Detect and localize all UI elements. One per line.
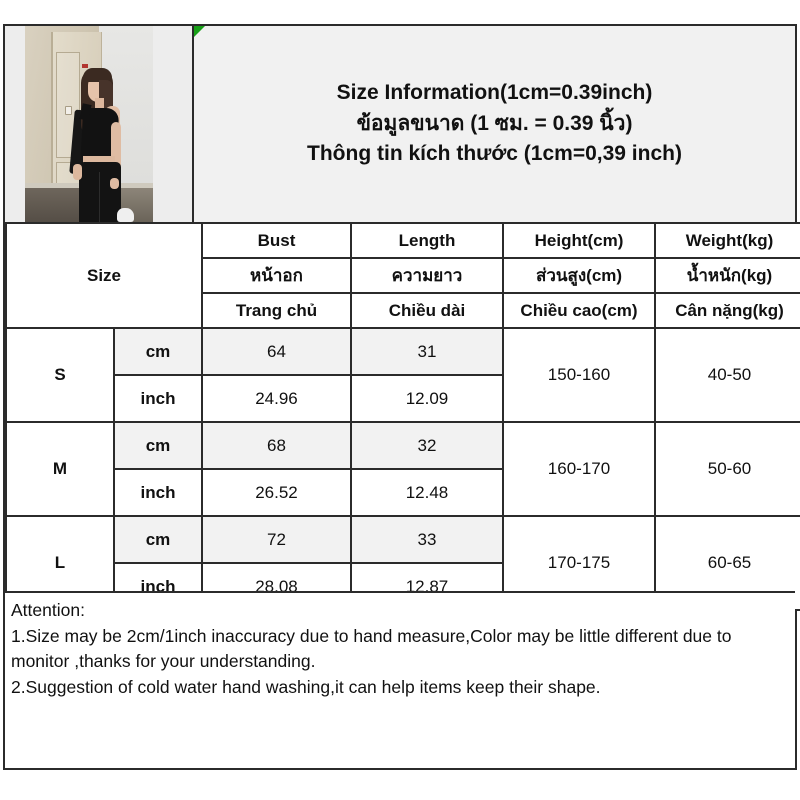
header-weight-th: น้ำหนัก(kg) (654, 257, 800, 294)
photo-model-left-hand (73, 164, 82, 180)
photo-model-fringe (83, 68, 112, 82)
photo-red-accent (82, 64, 88, 68)
size-column-header: Size (5, 222, 203, 329)
header-height-th: ส่วนสูง(cm) (502, 257, 656, 294)
attention-section: Attention: 1.Size may be 2cm/1inch inacc… (5, 591, 795, 768)
weight-range-s: 40-50 (654, 327, 800, 423)
photo-model-arm (111, 122, 121, 184)
header-bust-vi: Trang chủ (201, 292, 352, 329)
size-chart-frame: Size Information(1cm=0.39inch) ข้อมูลขนา… (3, 24, 800, 770)
header-bust-th: หน้าอก (201, 257, 352, 294)
bust-cm-s: 64 (201, 327, 352, 376)
photo-model-pants (79, 162, 121, 222)
title-line-thai: ข้อมูลขนาด (1 ซม. = 0.39 นิ้ว) (356, 111, 633, 135)
attention-note-2: 2.Suggestion of cold water hand washing,… (11, 677, 601, 698)
title-cell: Size Information(1cm=0.39inch) ข้อมูลขนา… (194, 26, 795, 222)
photo-model-midriff (83, 156, 115, 163)
unit-cell-inch: inch (113, 374, 203, 423)
table-row: inch 24.96 12.09 (6, 374, 800, 423)
bust-cm-l: 72 (201, 515, 352, 564)
header-height-vi: Chiều cao(cm) (502, 292, 656, 329)
title-line-english: Size Information(1cm=0.39inch) (336, 81, 653, 105)
photo-model-neck (95, 98, 104, 110)
length-inch-m: 12.48 (350, 468, 504, 517)
photo-model-pants-seam (99, 172, 100, 222)
length-inch-s: 12.09 (350, 374, 504, 423)
unit-cell-cm: cm (113, 515, 203, 564)
photo-model-hand (110, 178, 119, 189)
unit-cell-inch: inch (113, 468, 203, 517)
photo-model-shoe (117, 208, 134, 222)
header-height-en: Height(cm) (502, 222, 656, 259)
header-weight-vi: Cân nặng(kg) (654, 292, 800, 329)
height-range-s: 150-160 (502, 327, 656, 423)
attention-note-1: 1.Size may be 2cm/1inch inaccuracy due t… (11, 625, 732, 672)
product-photo (25, 26, 153, 222)
green-corner-marker-icon (194, 26, 205, 37)
table-header-row-vietnamese: Trang chủ Chiều dài Chiều cao(cm) Cân nặ… (6, 292, 800, 329)
header-length-vi: Chiều dài (350, 292, 504, 329)
table-row: S cm 64 31 150-160 40-50 (5, 327, 800, 423)
header-bust-en: Bust (201, 222, 352, 259)
size-table: Size Bust Length Height(cm) Weight(kg) ห… (5, 222, 800, 611)
photo-door-knob (65, 106, 72, 115)
product-photo-cell (5, 26, 194, 222)
size-cell-s: S (5, 327, 115, 423)
bust-cm-m: 68 (201, 421, 352, 470)
length-cm-m: 32 (350, 421, 504, 470)
header-length-th: ความยาว (350, 257, 504, 294)
table-header-row-thai: หน้าอก ความยาว ส่วนสูง(cm) น้ำหนัก(kg) (6, 257, 800, 294)
table-row: M cm 68 32 160-170 50-60 (5, 421, 800, 517)
bust-inch-m: 26.52 (201, 468, 352, 517)
bust-inch-s: 24.96 (201, 374, 352, 423)
table-row: inch 26.52 12.48 (6, 468, 800, 517)
height-range-m: 160-170 (502, 421, 656, 517)
length-cm-s: 31 (350, 327, 504, 376)
unit-cell-cm: cm (113, 327, 203, 376)
title-line-vietnamese: Thông tin kích thước (1cm=0,39 inch) (307, 142, 682, 166)
attention-heading: Attention: (11, 600, 85, 620)
length-cm-l: 33 (350, 515, 504, 564)
header-weight-en: Weight(kg) (654, 222, 800, 259)
table-header-row-english: Size Bust Length Height(cm) Weight(kg) (5, 222, 800, 329)
table-row: L cm 72 33 170-175 60-65 (5, 515, 800, 611)
chart-header-band: Size Information(1cm=0.39inch) ข้อมูลขนา… (5, 26, 795, 222)
header-length-en: Length (350, 222, 504, 259)
size-cell-m: M (5, 421, 115, 517)
unit-cell-cm: cm (113, 421, 203, 470)
weight-range-m: 50-60 (654, 421, 800, 517)
